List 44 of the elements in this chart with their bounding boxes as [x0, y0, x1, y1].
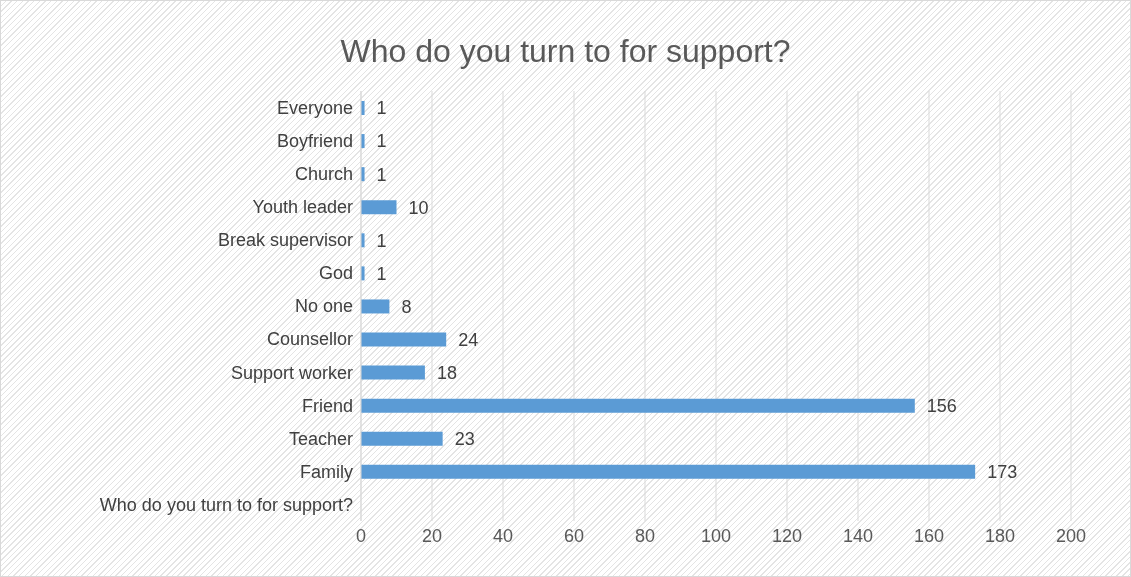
bar [361, 431, 443, 446]
y-tick-label: Counsellor [266, 329, 353, 350]
bar [361, 200, 397, 215]
y-tick-label: Break supervisor [217, 230, 353, 251]
y-tick-label: No one [294, 296, 353, 317]
data-label: 18 [436, 363, 457, 384]
data-label: 1 [376, 263, 387, 284]
x-tick-label: 100 [700, 525, 732, 546]
data-label: 1 [376, 230, 387, 251]
y-tick-label: Teacher [288, 428, 353, 449]
data-label: 156 [926, 396, 957, 417]
x-tick-label: 200 [1055, 525, 1087, 546]
x-tick-label: 0 [355, 525, 367, 546]
chart-title: Who do you turn to for support? [339, 33, 792, 71]
bar [361, 464, 976, 479]
data-label: 10 [408, 197, 429, 218]
data-label: 24 [458, 329, 479, 350]
x-tick-label: 40 [492, 525, 514, 546]
y-tick-label: Who do you turn to for support? [99, 494, 353, 515]
data-label: 1 [376, 164, 387, 185]
y-tick-label: Support worker [230, 362, 353, 383]
bar [361, 332, 447, 347]
y-tick-label: Boyfriend [276, 131, 353, 152]
x-tick-label: 60 [563, 525, 585, 546]
y-tick-label: Friend [301, 395, 353, 416]
data-label: 8 [401, 296, 412, 317]
data-label: 1 [376, 131, 387, 152]
bar [361, 398, 915, 413]
bar [361, 365, 425, 380]
y-tick-label: God [318, 263, 353, 284]
y-tick-label: Family [300, 461, 353, 482]
x-tick-label: 20 [421, 525, 443, 546]
x-tick-label: 120 [771, 525, 803, 546]
data-label: 23 [454, 429, 475, 450]
data-label: 1 [376, 98, 387, 119]
data-label: 173 [987, 462, 1018, 483]
bar [361, 299, 390, 314]
x-tick-label: 140 [842, 525, 874, 546]
y-tick-label: Youth leader [252, 197, 353, 218]
y-tick-label: Everyone [276, 97, 353, 118]
x-tick-label: 180 [984, 525, 1016, 546]
x-tick-label: 160 [913, 525, 945, 546]
x-tick-label: 80 [634, 525, 656, 546]
y-tick-label: Church [294, 164, 353, 185]
